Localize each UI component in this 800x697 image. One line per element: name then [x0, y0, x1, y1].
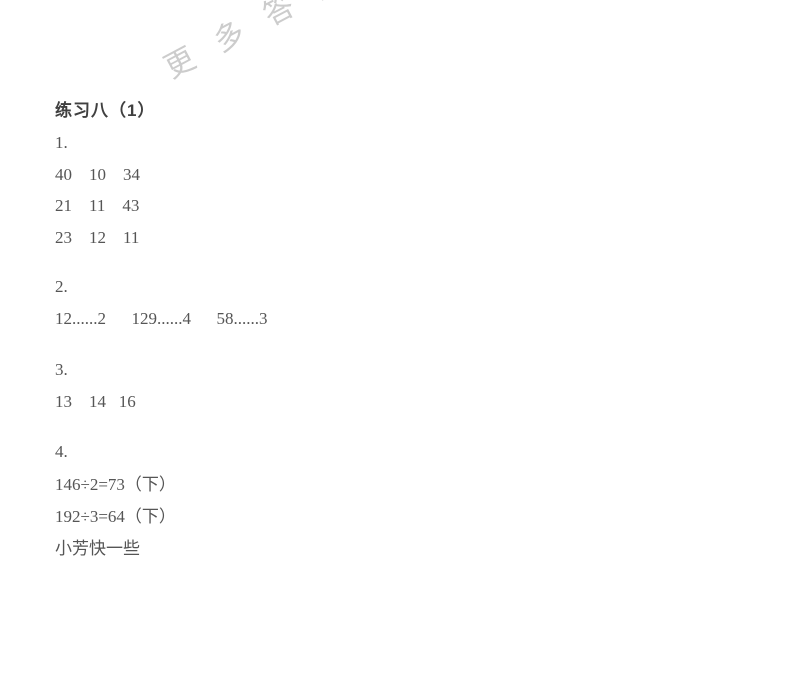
section-title: 练习八（1）: [55, 95, 800, 127]
q4-label: 4.: [55, 436, 800, 468]
page-content: 练习八（1） 1. 40 10 34 21 11 43 23 12 11 2. …: [0, 0, 800, 565]
question-1: 1. 40 10 34 21 11 43 23 12 11: [55, 127, 800, 253]
q4-line2: 192÷3=64（下）: [55, 501, 800, 533]
q3-a: 13: [55, 392, 72, 411]
q1-r3c3: 11: [123, 228, 139, 247]
q2-b: 129......4: [132, 309, 192, 328]
q1-r3c2: 12: [89, 228, 106, 247]
q2-line: 12......2 129......4 58......3: [55, 303, 800, 335]
question-2: 2. 12......2 129......4 58......3: [55, 271, 800, 336]
q3-line: 13 14 16: [55, 386, 800, 418]
q1-r2c2: 11: [89, 196, 105, 215]
q1-row1: 40 10 34: [55, 159, 800, 190]
q1-r2c1: 21: [55, 196, 72, 215]
q2-a: 12......2: [55, 309, 106, 328]
q1-row3: 23 12 11: [55, 222, 800, 253]
q1-r3c1: 23: [55, 228, 72, 247]
q2-c: 58......3: [217, 309, 268, 328]
question-4: 4. 146÷2=73（下） 192÷3=64（下） 小芳快一些: [55, 436, 800, 565]
question-3: 3. 13 14 16: [55, 354, 800, 419]
q1-r1c2: 10: [89, 165, 106, 184]
q1-row2: 21 11 43: [55, 190, 800, 221]
q2-label: 2.: [55, 271, 800, 303]
q4-line3: 小芳快一些: [55, 533, 800, 565]
q3-b: 14: [89, 392, 106, 411]
q3-c: 16: [119, 392, 136, 411]
q4-line1: 146÷2=73（下）: [55, 469, 800, 501]
q1-r1c3: 34: [123, 165, 140, 184]
q3-label: 3.: [55, 354, 800, 386]
q1-r1c1: 40: [55, 165, 72, 184]
q1-label: 1.: [55, 127, 800, 158]
q1-r2c3: 43: [122, 196, 139, 215]
